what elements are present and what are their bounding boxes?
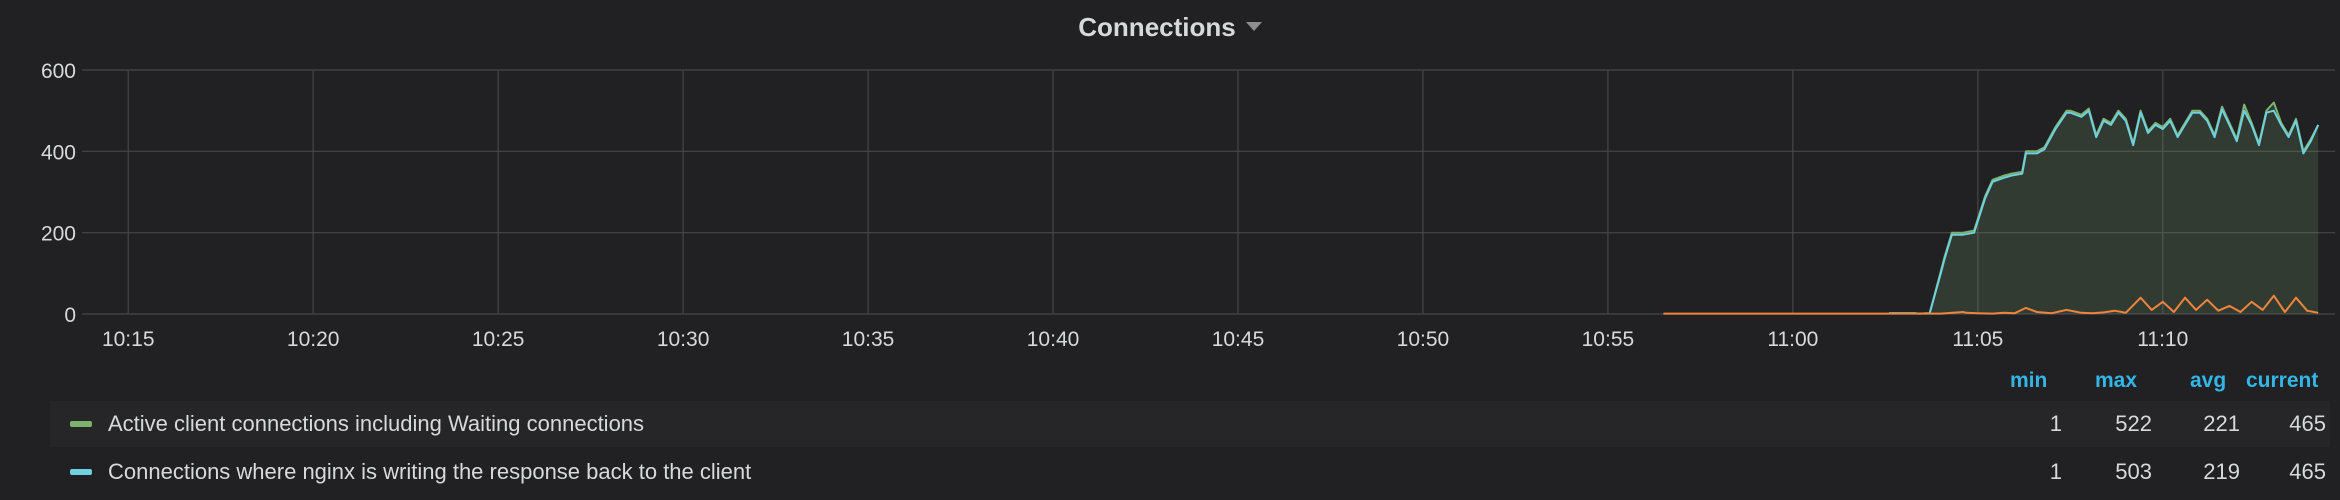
y-tick-label: 400 [41, 141, 76, 164]
connections-chart: 0 200 400 600 10:15 10:20 10:25 10:30 10:35 10:4… [41, 60, 2335, 351]
y-tick-label: 200 [41, 223, 76, 246]
caret-down-icon[interactable] [1245, 21, 1262, 31]
x-tick-label: 10:35 [842, 328, 895, 351]
legend-avg: 219 [2203, 459, 2240, 484]
legend-max: 522 [2115, 411, 2152, 436]
legend-header-avg[interactable]: avg [2190, 369, 2227, 392]
x-axis: 10:15 10:20 10:25 10:30 10:35 10:40 10:45 10:50… [102, 328, 2188, 351]
legend-avg: 221 [2203, 411, 2240, 436]
legend-header-current[interactable]: current [2246, 369, 2319, 392]
x-tick-label: 11:05 [1952, 328, 2003, 351]
legend-header-min[interactable]: min [2010, 369, 2048, 392]
legend-min: 1 [2049, 411, 2062, 436]
x-tick-label: 11:10 [2137, 328, 2188, 351]
y-axis: 0 200 400 600 [41, 60, 76, 327]
x-tick-label: 10:50 [1397, 328, 1450, 351]
legend-max: 503 [2115, 459, 2152, 484]
series-line-1 [1889, 108, 2320, 315]
y-tick-label: 600 [41, 60, 76, 83]
legend-label[interactable]: Connections where nginx is writing the r… [108, 459, 752, 484]
x-tick-label: 11:00 [1767, 328, 1818, 351]
series-area-0 [1889, 102, 2319, 314]
legend-min: 1 [2049, 459, 2062, 484]
legend-label[interactable]: Active client connections including Wait… [108, 411, 645, 436]
x-tick-label: 10:20 [287, 328, 340, 351]
x-tick-label: 10:55 [1582, 328, 1635, 351]
y-tick-label: 0 [64, 304, 76, 327]
legend-header: min max avg current [50, 365, 2330, 401]
legend: min max avg current Active client connec… [50, 365, 2330, 497]
legend-header-max[interactable]: max [2095, 369, 2138, 392]
x-tick-label: 10:15 [102, 328, 155, 351]
series-line-2 [1663, 294, 2319, 315]
panel-title-text: Connections [1078, 12, 1236, 42]
panel-title[interactable]: Connections [0, 10, 2340, 44]
series-color-swatch[interactable] [70, 469, 92, 475]
series-color-swatch[interactable] [70, 421, 92, 427]
legend-row-active[interactable]: Active client connections including Wait… [50, 401, 2330, 447]
area-layer [1889, 102, 2319, 314]
x-tick-label: 10:45 [1212, 328, 1265, 351]
legend-current: 465 [2289, 411, 2326, 436]
x-tick-label: 10:30 [657, 328, 710, 351]
x-tick-label: 10:40 [1027, 328, 1080, 351]
legend-row-writing[interactable]: Connections where nginx is writing the r… [50, 449, 2330, 495]
series-layer [1663, 101, 2320, 315]
x-tick-label: 10:25 [472, 328, 525, 351]
legend-current: 465 [2289, 459, 2326, 484]
